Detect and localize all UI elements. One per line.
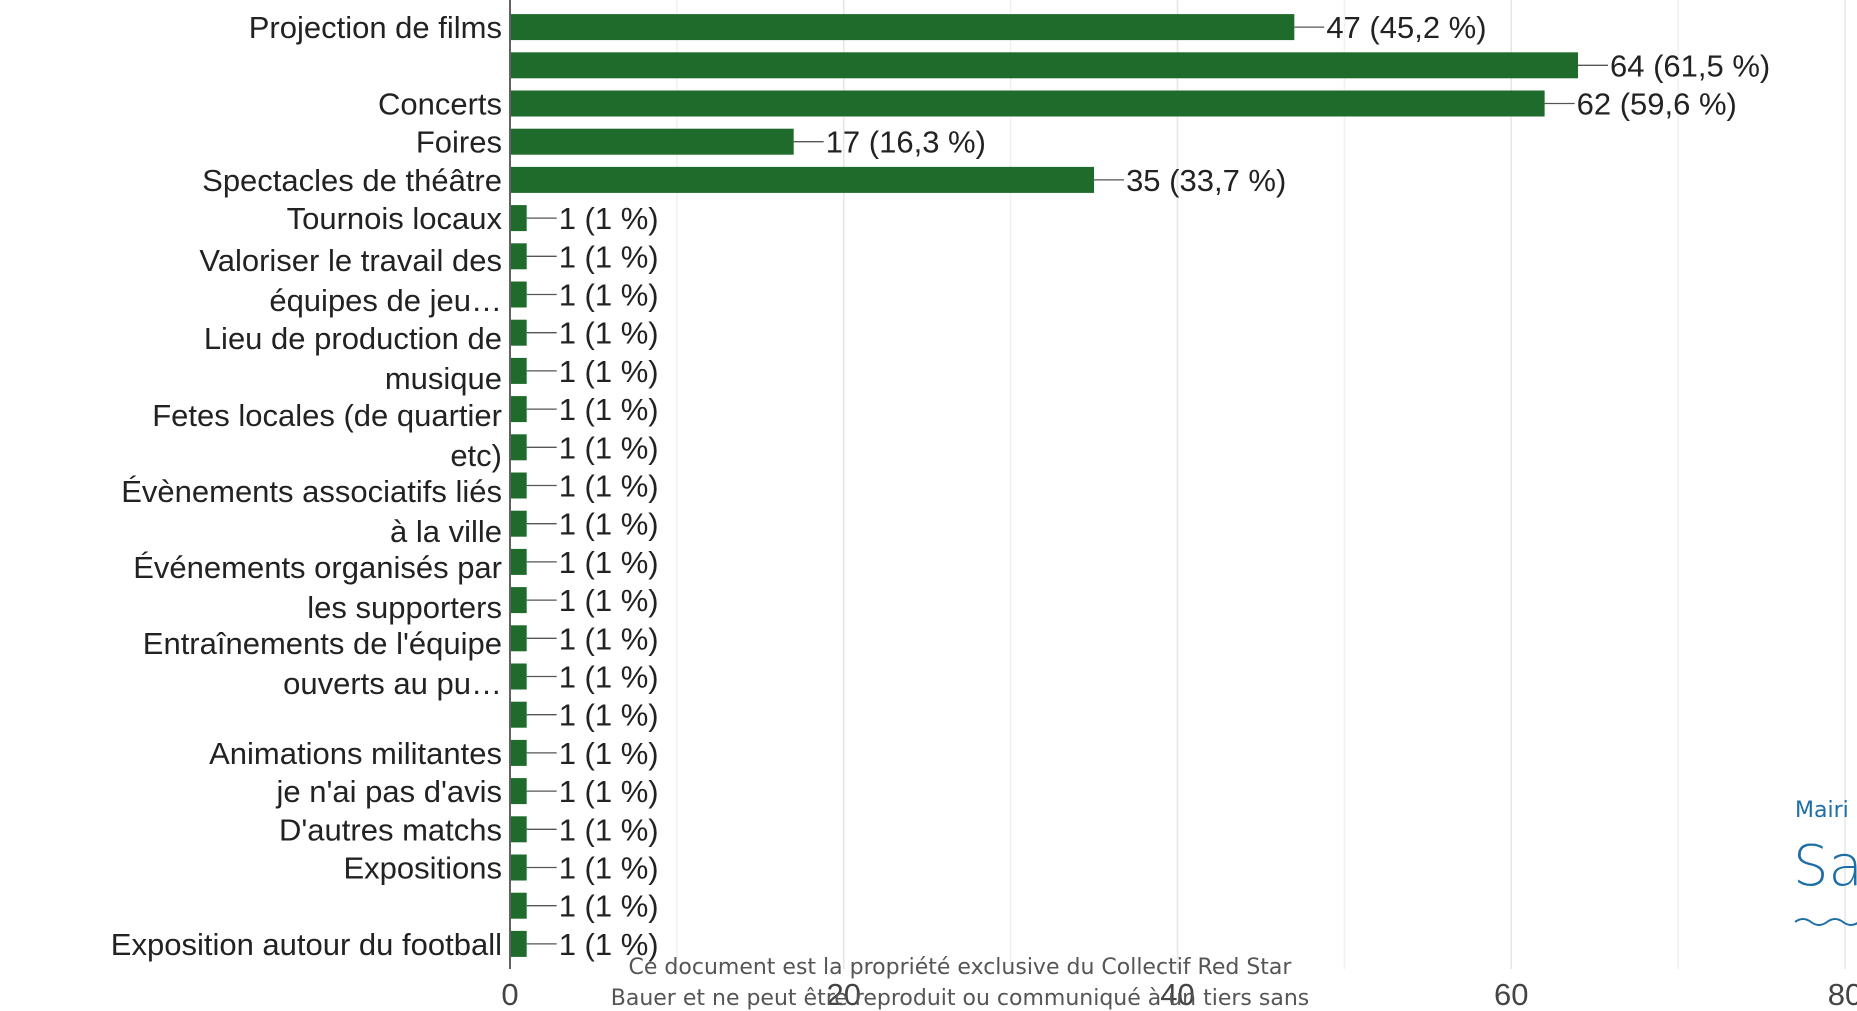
- x-tick-label: 40: [1160, 977, 1194, 1011]
- bar: [511, 778, 527, 805]
- category-label: Animations militantes: [209, 736, 502, 771]
- bar: [511, 548, 527, 575]
- bar: [511, 854, 527, 881]
- bar: [511, 90, 1545, 117]
- category-label: Spectacles de théâtre: [202, 163, 502, 198]
- category-label-line: équipes de jeu…: [269, 283, 502, 318]
- value-label: 1 (1 %): [559, 698, 659, 733]
- value-label: 1 (1 %): [559, 201, 659, 236]
- category-label-line: etc): [450, 438, 502, 473]
- category-label-line: Fetes locales (de quartier: [152, 398, 502, 433]
- bar: [511, 930, 527, 957]
- bar: [511, 281, 527, 308]
- category-label-line: ouverts au pu…: [283, 666, 502, 701]
- bar: [511, 701, 527, 728]
- logo-big-text: Sa: [1793, 834, 1857, 899]
- bar: [511, 319, 527, 346]
- value-label: 1 (1 %): [559, 278, 659, 313]
- bars-layer: 47 (45,2 %) 64 (61,5 %) 62 (59,6 %) 17 (16,…: [511, 10, 1770, 962]
- value-label: 1 (1 %): [559, 583, 659, 618]
- value-label: 1 (1 %): [559, 239, 659, 274]
- bar: [511, 625, 527, 652]
- bar: [511, 52, 1578, 79]
- x-tick-label: 0: [501, 977, 518, 1011]
- category-label: Foires: [416, 125, 502, 160]
- value-label: 1 (1 %): [559, 812, 659, 847]
- logo-small-text: Mairi: [1795, 798, 1849, 823]
- value-label: 64 (61,5 %): [1610, 48, 1770, 83]
- bar: [511, 587, 527, 614]
- value-label: 1 (1 %): [559, 545, 659, 580]
- x-tick-label: 60: [1494, 977, 1528, 1011]
- value-label: 1 (1 %): [559, 507, 659, 542]
- category-label-line: les supporters: [307, 590, 502, 625]
- value-label: 35 (33,7 %): [1126, 163, 1286, 198]
- value-label: 1 (1 %): [559, 392, 659, 427]
- category-label-line: Évènements associatifs liés: [121, 474, 502, 509]
- bar: [511, 14, 1295, 41]
- value-label: 1 (1 %): [559, 851, 659, 886]
- category-label: Concerts: [378, 87, 502, 122]
- logo: Mairi Sa: [1793, 798, 1857, 926]
- bar: [511, 166, 1095, 193]
- value-label: 1 (1 %): [559, 736, 659, 771]
- wave-icon: [1794, 918, 1857, 926]
- bar: [511, 243, 527, 270]
- bar: [511, 128, 794, 155]
- value-label: 47 (45,2 %): [1326, 10, 1486, 45]
- value-label: 1 (1 %): [559, 316, 659, 351]
- footer-line-2: Bauer et ne peut être reproduit ou commu…: [611, 986, 1309, 1011]
- grid-layer: [509, 0, 1846, 969]
- category-labels: Projection de films ConcertsFoiresSpectac…: [111, 10, 503, 962]
- bar: [511, 892, 527, 919]
- bar: [511, 510, 527, 537]
- bar: [511, 357, 527, 384]
- x-tick-label: 20: [827, 977, 861, 1011]
- category-label-line: Lieu de production de: [204, 321, 502, 356]
- value-label: 1 (1 %): [559, 469, 659, 504]
- bar: [511, 396, 527, 423]
- value-label: 62 (59,6 %): [1577, 87, 1737, 122]
- bar: [511, 816, 527, 843]
- value-label: 1 (1 %): [559, 774, 659, 809]
- category-label: Tournois locaux: [287, 201, 503, 236]
- x-tick-label: 80: [1828, 977, 1857, 1011]
- value-label: 1 (1 %): [559, 354, 659, 389]
- bar: [511, 205, 527, 232]
- value-label: 1 (1 %): [559, 660, 659, 695]
- category-label-line: Événements organisés par: [133, 550, 502, 585]
- category-label: D'autres matchs: [279, 812, 502, 847]
- category-label: Exposition autour du football: [111, 927, 502, 962]
- bar: [511, 434, 527, 461]
- value-label: 1 (1 %): [559, 430, 659, 465]
- value-label: 17 (16,3 %): [826, 125, 986, 160]
- value-label: 1 (1 %): [559, 927, 659, 962]
- x-axis-ticks: 0 20 40 60 80: [501, 977, 1857, 1011]
- bar: [511, 472, 527, 499]
- category-label-line: à la ville: [390, 514, 502, 549]
- bar: [511, 739, 527, 766]
- value-label: 1 (1 %): [559, 889, 659, 924]
- category-label: je n'ai pas d'avis: [275, 774, 502, 809]
- footer-line-1: Ce document est la propriété exclusive d…: [629, 955, 1293, 980]
- category-label-line: Valoriser le travail des: [199, 243, 502, 278]
- category-label-line: Entraînements de l'équipe: [143, 626, 502, 661]
- category-label: Expositions: [343, 851, 502, 886]
- category-label: Projection de films: [249, 10, 502, 45]
- category-label-line: musique: [385, 361, 502, 396]
- bar: [511, 663, 527, 690]
- value-label: 1 (1 %): [559, 621, 659, 656]
